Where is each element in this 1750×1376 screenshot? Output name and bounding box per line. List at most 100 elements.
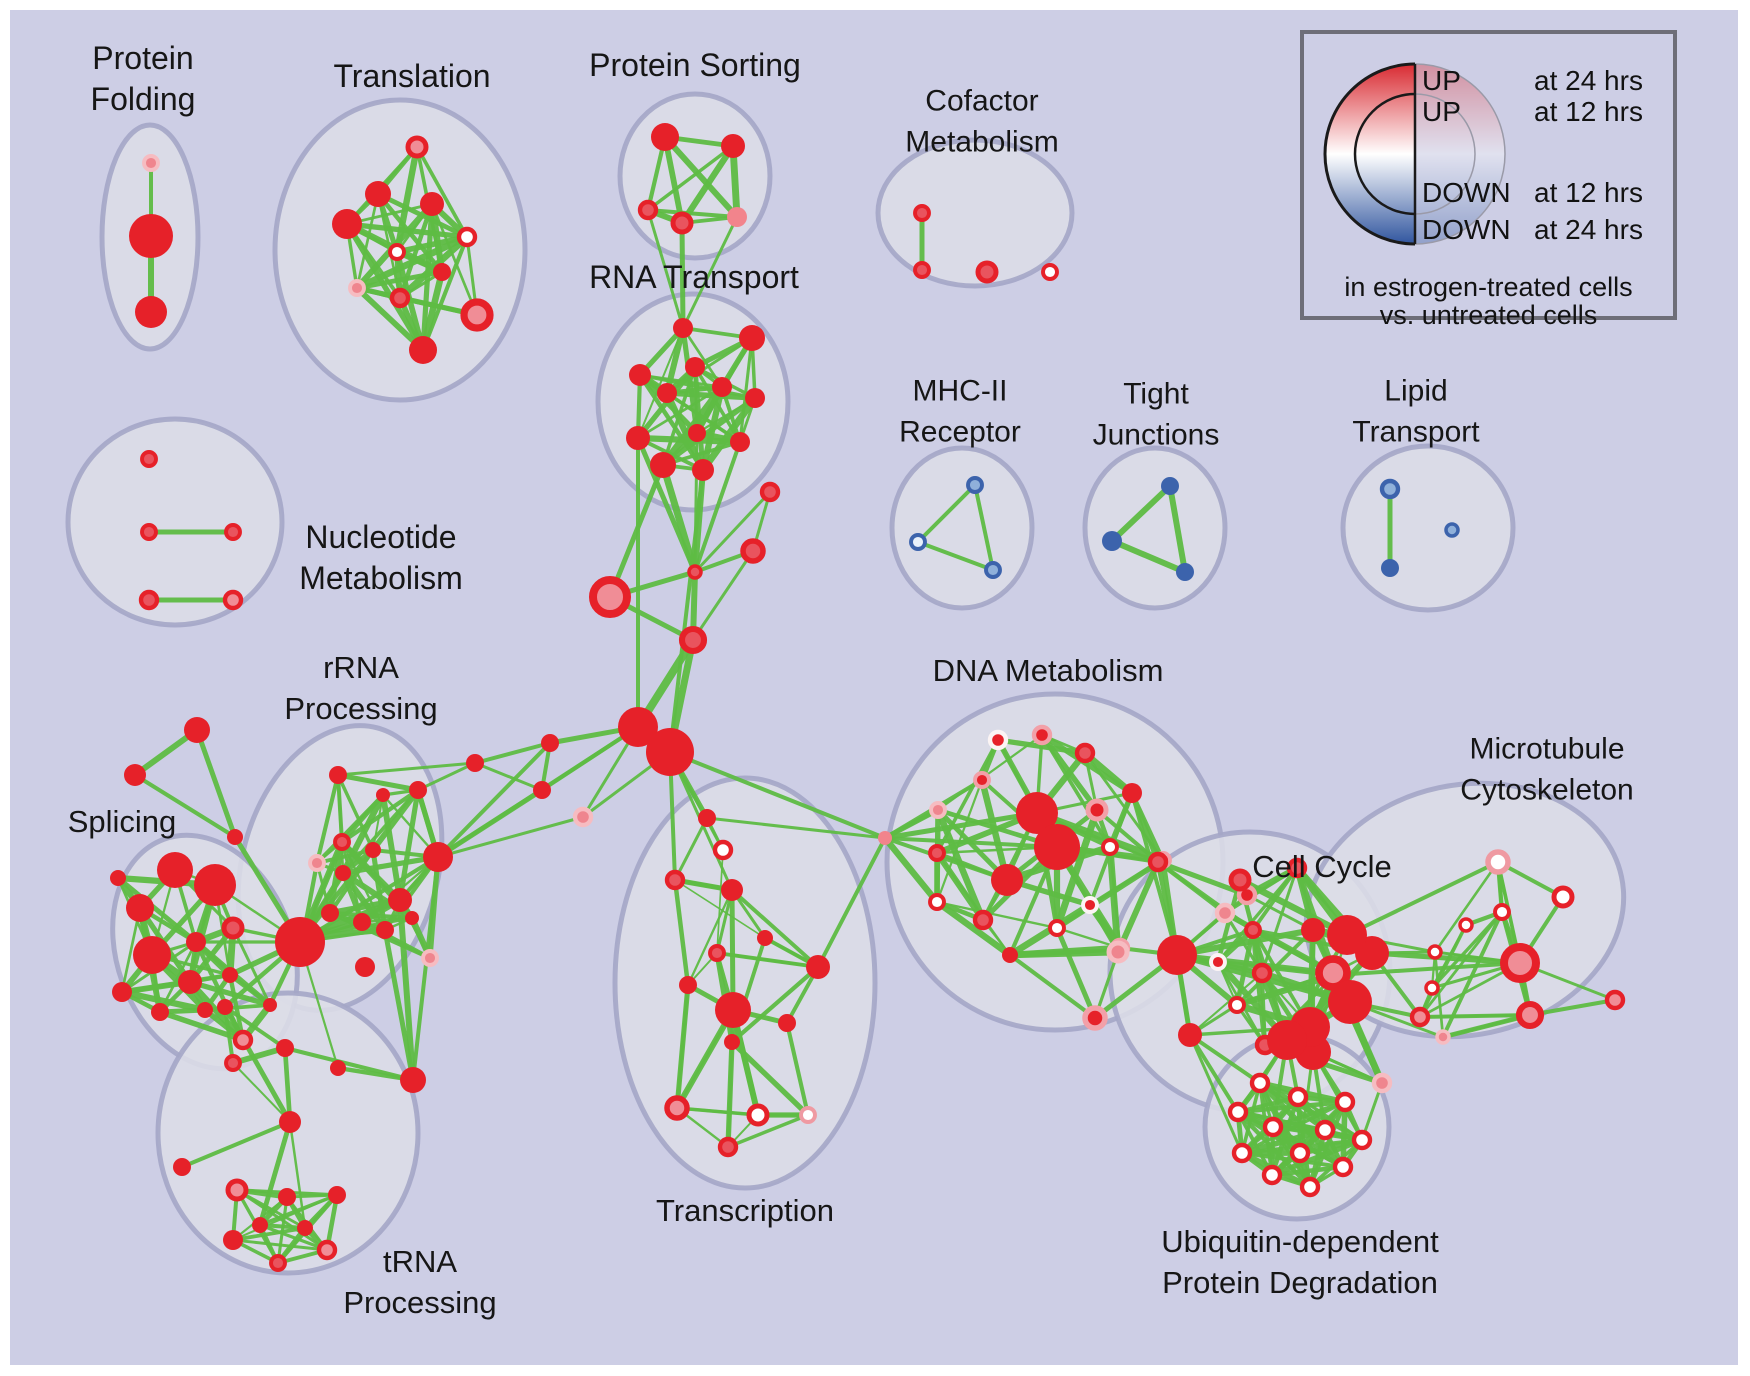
interaction-edge	[1040, 733, 1112, 849]
interaction-edge	[258, 1223, 329, 1252]
legend-row-time-2: at 12 hrs	[1534, 177, 1643, 208]
cluster-label-mhc-ii: MHC-II Receptor	[899, 375, 1021, 449]
interaction-edge	[203, 1003, 272, 1012]
gene-node	[389, 287, 411, 309]
gene-node	[721, 134, 745, 158]
cluster-label-cofactor: Cofactor Metabolism	[905, 85, 1058, 159]
gene-node	[1427, 944, 1443, 960]
cluster-label-nucleotide: Nucleotide Metabolism	[299, 519, 463, 596]
gene-node	[308, 854, 326, 872]
interaction-edge	[881, 834, 941, 906]
gene-node	[1381, 559, 1399, 577]
gene-node	[222, 589, 244, 611]
gene-node	[329, 766, 347, 784]
gene-node	[721, 879, 743, 901]
gene-node	[353, 913, 371, 931]
interaction-edge	[235, 1188, 329, 1252]
interaction-edge	[1345, 860, 1500, 937]
gene-node	[1074, 742, 1096, 764]
legend-caption-line1: in estrogen-treated cells	[1344, 272, 1633, 302]
gene-node	[335, 865, 351, 881]
interaction-edge	[194, 727, 238, 840]
gene-node	[1147, 851, 1169, 873]
interaction-edge	[637, 327, 684, 439]
interaction-edge	[282, 1045, 293, 1125]
gene-node	[687, 564, 703, 580]
interaction-edge	[674, 1007, 736, 1111]
interaction-edge	[435, 787, 545, 860]
interaction-edge	[230, 1045, 288, 1066]
gene-node	[133, 936, 171, 974]
legend-caption-line2: vs. untreated cells	[1379, 300, 1598, 330]
gene-node	[745, 388, 765, 408]
gene-node	[217, 999, 233, 1015]
interaction-edge	[354, 285, 426, 353]
gene-node	[984, 561, 1002, 579]
gene-node	[126, 894, 154, 922]
interaction-edge	[344, 221, 426, 353]
interaction-edge	[223, 1005, 235, 1065]
interaction-edge	[314, 772, 341, 866]
gene-node	[278, 1188, 296, 1206]
interaction-edge	[673, 816, 709, 882]
interaction-edge	[1235, 1099, 1348, 1115]
legend-inner-right-arc	[1414, 93, 1476, 215]
legend-row-dir-3: DOWN	[1422, 214, 1511, 245]
gene-node	[1161, 477, 1179, 495]
cluster-label-trna-processing: tRNA Processing	[343, 1244, 496, 1320]
gene-node	[224, 1054, 242, 1072]
cluster-label-splicing: Splicing	[68, 804, 177, 839]
gene-node	[1500, 943, 1540, 983]
interaction-edge	[661, 133, 741, 221]
interaction-edge	[659, 461, 699, 576]
gene-node	[330, 1060, 346, 1076]
interaction-edge	[1007, 952, 1098, 1021]
gene-node	[1122, 783, 1142, 803]
interaction-edge	[1418, 910, 1504, 1019]
gene-node	[1435, 1029, 1451, 1045]
cluster-ellipse-cofactor	[875, 137, 1075, 289]
interaction-edge	[1088, 860, 1160, 907]
gene-node	[400, 1067, 426, 1093]
interaction-edge	[355, 192, 380, 290]
gene-node	[221, 916, 245, 940]
gene-node	[140, 450, 158, 468]
gene-node	[466, 754, 484, 772]
interaction-edge	[1433, 950, 1445, 1039]
gene-node	[928, 844, 946, 862]
gene-node	[1214, 902, 1236, 924]
gene-node	[376, 921, 394, 939]
interaction-edge	[1333, 961, 1522, 977]
cluster-ellipse-lipid-transport	[1340, 443, 1516, 613]
interaction-edge	[699, 394, 759, 474]
interaction-edge	[344, 221, 470, 240]
gene-node	[664, 869, 686, 891]
gene-node	[664, 1095, 690, 1121]
gene-node	[1551, 885, 1575, 909]
gene-node	[1327, 915, 1367, 955]
gene-node	[1106, 940, 1130, 964]
interaction-edge	[936, 733, 1044, 812]
gene-node	[140, 523, 158, 541]
gene-node	[657, 383, 677, 403]
gene-node	[909, 533, 927, 551]
gene-node	[541, 734, 559, 752]
cluster-label-dna-metabolism: DNA Metabolism	[933, 653, 1164, 688]
interaction-edge	[473, 761, 544, 792]
gene-node	[222, 967, 238, 983]
gene-node	[991, 864, 1023, 896]
gene-node	[112, 982, 132, 1002]
interaction-edge	[675, 1106, 760, 1117]
interaction-edge	[693, 440, 742, 574]
gene-node	[1515, 1000, 1545, 1030]
gene-node	[626, 426, 650, 450]
gene-node	[142, 154, 160, 172]
gene-node	[405, 911, 419, 925]
interaction-edge	[1418, 1013, 1532, 1019]
legend-row-time-3: at 24 hrs	[1534, 214, 1643, 245]
interaction-edge	[393, 143, 421, 256]
gene-node	[124, 764, 146, 786]
interaction-edge	[1188, 1033, 1240, 1114]
interaction-edge	[223, 1005, 287, 1050]
